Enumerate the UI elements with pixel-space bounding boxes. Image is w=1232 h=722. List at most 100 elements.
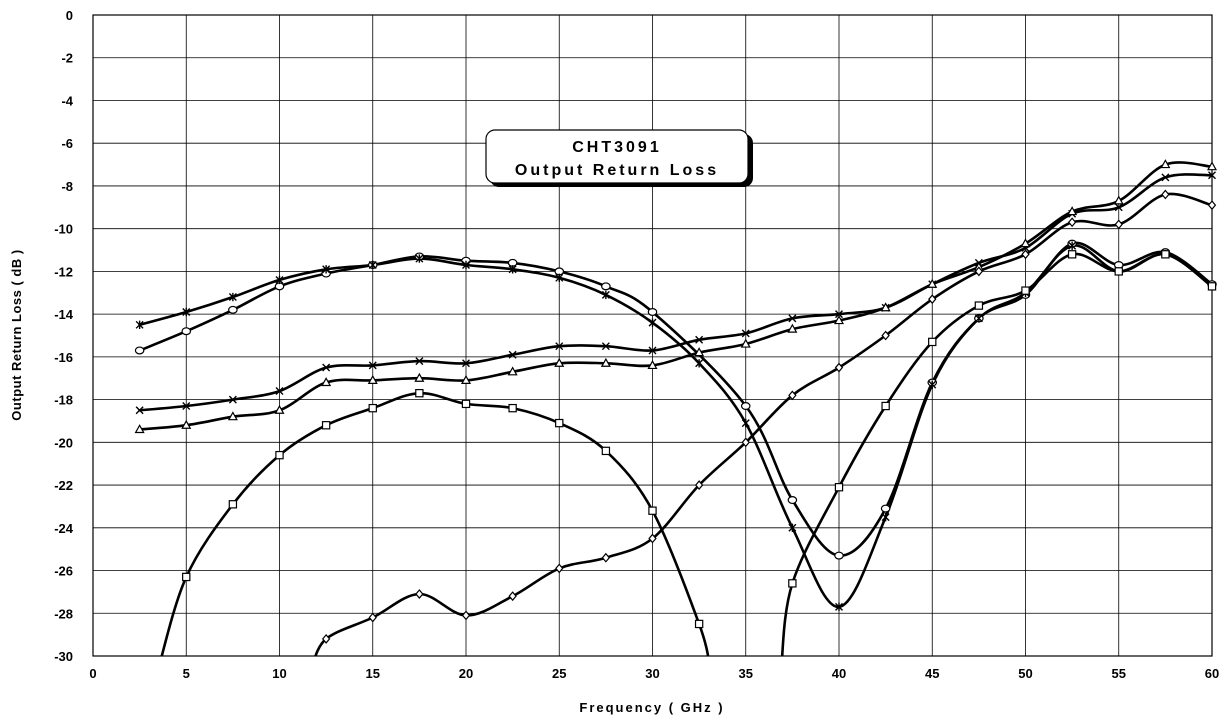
data-point-x (835, 310, 843, 319)
data-point-asterisk (228, 292, 237, 302)
data-point-diamond (1021, 249, 1030, 260)
data-point-asterisk (322, 265, 331, 274)
data-point-circle (834, 551, 844, 560)
y-tick-label: -14 (54, 307, 74, 322)
data-point-diamond (555, 563, 564, 574)
data-point-asterisk (182, 307, 191, 317)
data-point-asterisk (368, 260, 377, 270)
data-point-x (1114, 203, 1123, 212)
data-point-square (881, 401, 890, 411)
data-point-circle (228, 305, 238, 314)
y-tick-label: -6 (61, 136, 73, 151)
data-point-square (461, 399, 471, 409)
data-point-triangle (833, 315, 845, 325)
y-tick-label: -12 (54, 264, 73, 279)
data-point-asterisk (601, 290, 610, 300)
data-point-triangle (927, 278, 938, 288)
data-point-asterisk (415, 254, 424, 263)
x-tick-label: 45 (925, 666, 939, 681)
data-point-diamond (834, 362, 844, 373)
y-tick-label: -24 (54, 521, 74, 536)
chart-title-box: CHT3091 Output Return Loss (485, 129, 753, 187)
x-tick-label: 35 (739, 666, 753, 681)
data-point-x (508, 350, 517, 359)
data-point-triangle (1113, 195, 1124, 205)
data-point-triangle (134, 424, 145, 434)
grid (92, 14, 1213, 657)
x-tick-label: 0 (89, 666, 96, 681)
x-axis-ticks: 0 5 10 15 20 25 30 35 40 45 50 55 60 (89, 666, 1219, 681)
data-point-square (228, 500, 238, 509)
data-point-square (182, 572, 191, 582)
data-point-x (135, 406, 144, 415)
data-point-circle (787, 496, 798, 505)
data-point-diamond (461, 610, 471, 621)
x-tick-label: 50 (1018, 666, 1032, 681)
data-point-diamond (1114, 219, 1123, 230)
data-point-asterisk (648, 318, 657, 327)
data-point-diamond (1161, 189, 1170, 200)
data-point-triangle (554, 357, 565, 367)
data-point-square (1207, 282, 1217, 291)
data-point-square (834, 483, 844, 492)
x-tick-label: 5 (183, 666, 190, 681)
data-point-diamond (928, 294, 937, 305)
data-point-square (788, 579, 797, 588)
data-point-triangle (181, 419, 192, 429)
data-point-asterisk (1068, 241, 1077, 250)
x-tick-label: 10 (272, 666, 286, 681)
x-axis-label: Frequency ( GHz ) (579, 700, 724, 715)
data-point-diamond (1067, 217, 1077, 228)
data-point-triangle (740, 338, 751, 348)
data-point-square (928, 337, 937, 347)
data-point-x (555, 342, 564, 351)
data-point-triangle (460, 374, 472, 384)
data-point-square (1067, 250, 1077, 259)
data-point-triangle (414, 372, 425, 382)
data-point-x (368, 361, 377, 370)
y-tick-label: -4 (61, 93, 73, 108)
data-point-square (974, 301, 984, 310)
chart-title-line-2: Output Return Loss (515, 162, 719, 179)
data-point-square (508, 403, 517, 413)
data-point-square (648, 506, 657, 515)
data-point-asterisk (835, 602, 843, 612)
data-point-triangle (600, 357, 611, 367)
data-point-x (322, 363, 331, 372)
data-point-square (1021, 286, 1030, 295)
y-tick-label: -8 (61, 179, 73, 194)
series-line-triangle (138, 161, 1212, 431)
data-point-diamond (881, 330, 890, 341)
y-tick-label: -22 (54, 478, 73, 493)
data-point-x (415, 357, 424, 366)
data-point-diamond (741, 437, 750, 448)
data-point-circle (880, 504, 891, 513)
x-tick-label: 60 (1205, 666, 1219, 681)
data-point-diamond (415, 589, 424, 599)
y-tick-label: 0 (66, 8, 73, 23)
data-point-asterisk (555, 273, 564, 283)
y-axis-ticks: 0 -2 -4 -6 -8 -10 -12 -14 -16 -18 -20 -22 -24 -26 -28 -… (54, 8, 74, 664)
chart-title-line-1: CHT3091 (572, 139, 661, 156)
data-point-x (228, 395, 237, 404)
data-point-circle (134, 346, 145, 355)
data-point-square (555, 418, 564, 428)
data-point-diamond (321, 633, 331, 644)
y-tick-label: -28 (54, 606, 73, 621)
data-point-circle (647, 307, 658, 316)
data-point-triangle (274, 404, 285, 414)
data-point-diamond (974, 266, 984, 277)
data-point-diamond (648, 533, 657, 544)
data-point-asterisk (695, 359, 704, 368)
data-point-asterisk (788, 523, 797, 532)
data-point-triangle (507, 366, 518, 376)
data-point-x (601, 342, 610, 351)
data-point-triangle (880, 302, 891, 312)
data-point-x (275, 387, 284, 396)
data-point-diamond (368, 612, 377, 623)
y-tick-label: -2 (61, 51, 73, 66)
data-point-x (1161, 173, 1170, 182)
series-line-square-right (780, 252, 1212, 656)
data-point-square (368, 403, 377, 413)
